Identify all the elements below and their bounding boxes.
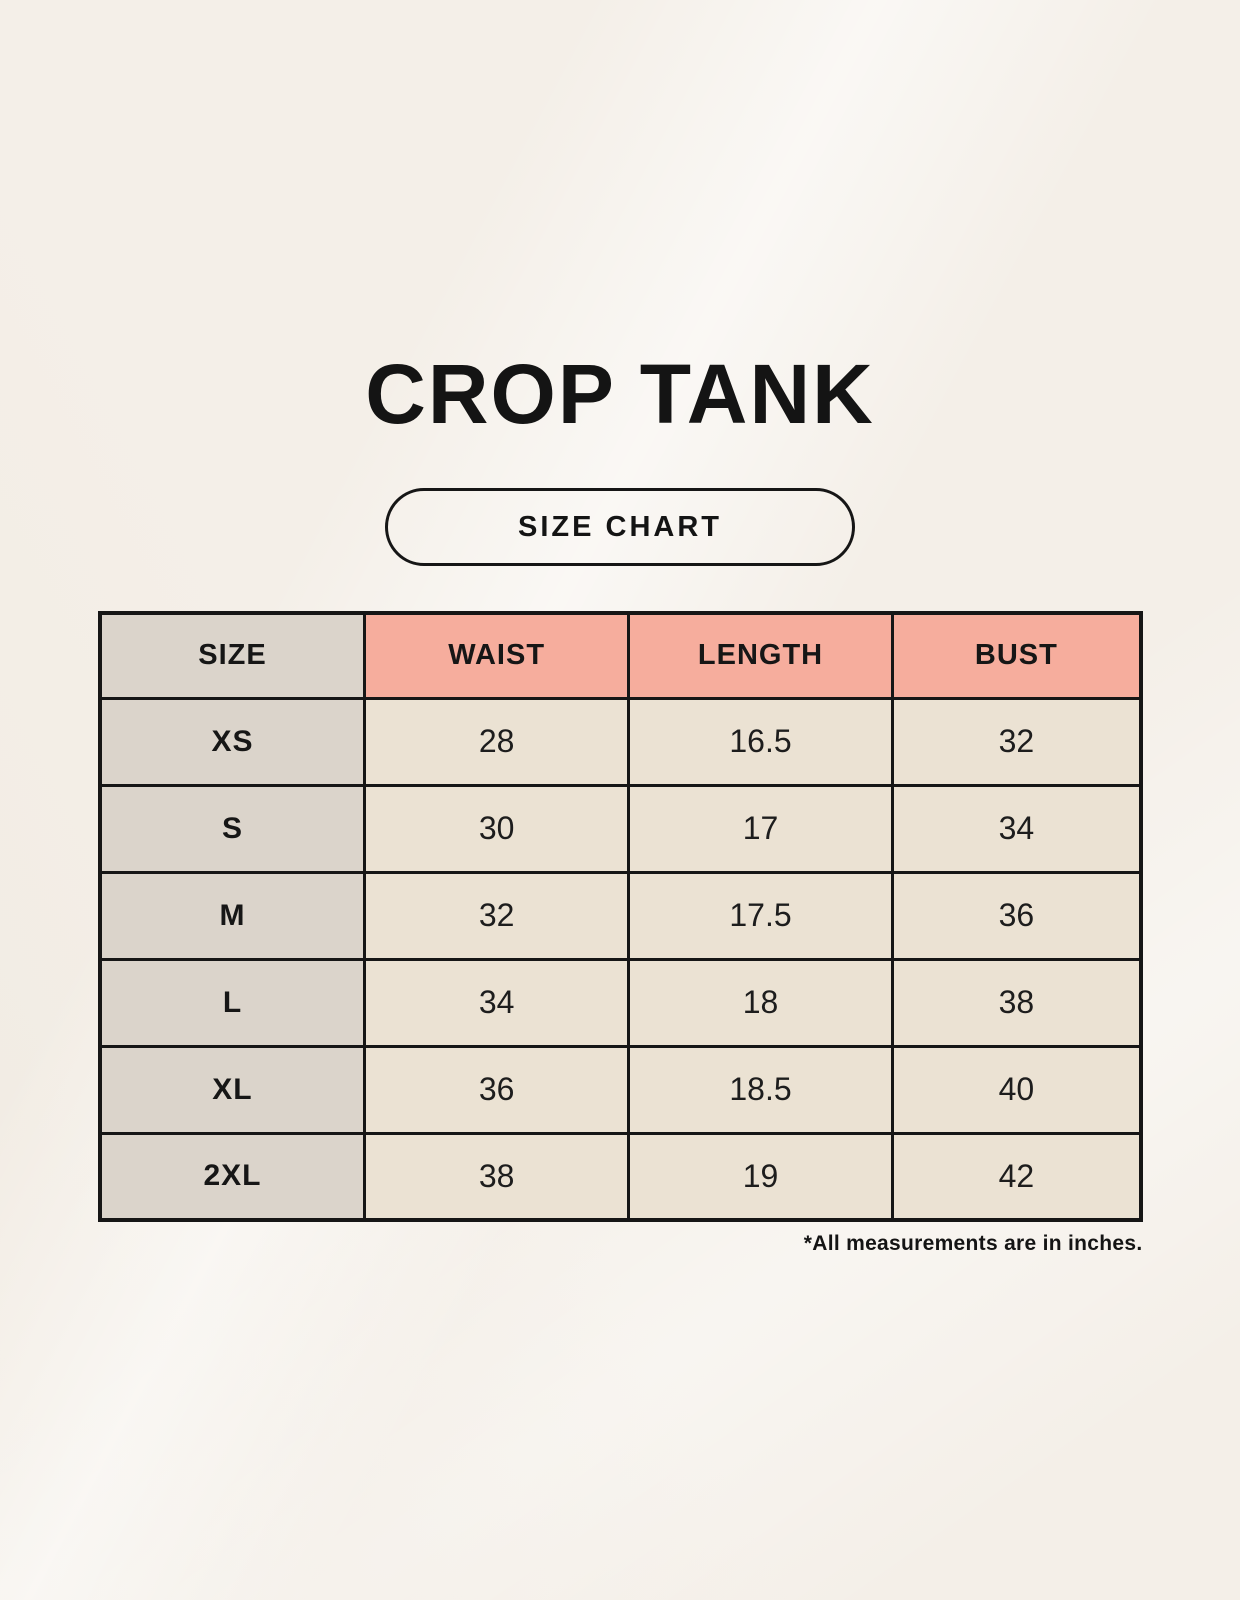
size-chart-badge-label: SIZE CHART	[518, 510, 722, 543]
table-cell: 32	[891, 696, 1142, 787]
row-label-s: S	[97, 783, 367, 874]
table-cell: 38	[363, 1131, 630, 1222]
page-title: CROP TANK	[365, 347, 875, 441]
row-label-xs: XS	[97, 696, 367, 787]
column-header-length: LENGTH	[626, 611, 895, 700]
measurements-note: *All measurements are in inches.	[803, 1232, 1143, 1255]
table-cell: 32	[363, 870, 630, 961]
table-cell: 18	[626, 957, 895, 1048]
table-row: M 32 17.5 36	[97, 870, 1142, 961]
column-header-waist: WAIST	[363, 611, 630, 700]
row-label-2xl: 2XL	[97, 1131, 367, 1222]
table-cell: 28	[363, 696, 630, 787]
table-cell: 36	[363, 1044, 630, 1135]
table-row: 2XL 38 19 42	[97, 1131, 1142, 1222]
table-cell: 30	[363, 783, 630, 874]
row-label-xl: XL	[97, 1044, 367, 1135]
table-row: XS 28 16.5 32	[97, 696, 1142, 787]
size-chart-table: SIZE WAIST LENGTH BUST XS 28 16.5 32 S 3…	[97, 611, 1143, 1222]
table-cell: 42	[891, 1131, 1142, 1222]
table-cell: 40	[891, 1044, 1142, 1135]
table-cell: 19	[626, 1131, 895, 1222]
table-row: L 34 18 38	[97, 957, 1142, 1048]
table-cell: 34	[363, 957, 630, 1048]
table-cell: 17.5	[626, 870, 895, 961]
table-cell: 38	[891, 957, 1142, 1048]
column-header-bust: BUST	[891, 611, 1142, 700]
row-label-l: L	[97, 957, 367, 1048]
table-header-row: SIZE WAIST LENGTH BUST	[97, 611, 1142, 700]
table-cell: 16.5	[626, 696, 895, 787]
row-label-m: M	[97, 870, 367, 961]
table-row: S 30 17 34	[97, 783, 1142, 874]
table-cell: 34	[891, 783, 1142, 874]
table-row: XL 36 18.5 40	[97, 1044, 1142, 1135]
table-cell: 36	[891, 870, 1142, 961]
table-cell: 18.5	[626, 1044, 895, 1135]
size-chart-badge: SIZE CHART	[385, 488, 855, 566]
column-header-size: SIZE	[97, 611, 367, 700]
table-cell: 17	[626, 783, 895, 874]
